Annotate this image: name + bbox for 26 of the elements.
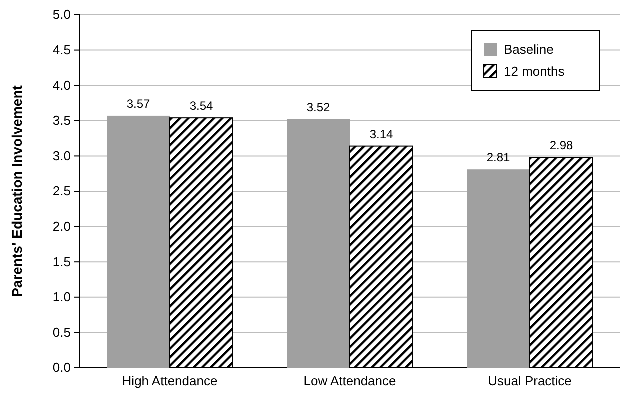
y-axis-title: Parents' Education Involvement <box>9 85 25 298</box>
y-tick-label: 4.5 <box>52 42 71 58</box>
data-label: 2.81 <box>486 150 510 165</box>
bar <box>287 119 350 368</box>
y-tick-label: 1.5 <box>52 254 71 270</box>
legend-label: Baseline <box>504 42 554 57</box>
y-tick-label: 4.0 <box>52 78 71 93</box>
data-label: 3.14 <box>370 127 394 142</box>
y-tick-label: 3.5 <box>52 113 71 128</box>
y-tick-label: 5.0 <box>52 7 71 22</box>
bar <box>107 116 170 368</box>
y-tick-label: 2.5 <box>52 184 71 199</box>
y-tick-label: 3.0 <box>52 148 71 164</box>
y-tick-label: 1.0 <box>52 290 71 305</box>
y-tick-label: 0.0 <box>52 360 71 376</box>
legend-label: 12 months <box>504 64 566 79</box>
data-label: 3.54 <box>190 99 214 114</box>
data-label: 3.52 <box>306 100 330 114</box>
data-label: 3.57 <box>126 96 150 111</box>
data-label: 2.98 <box>550 138 574 153</box>
x-tick-label: Usual Practice <box>488 373 572 388</box>
x-tick-label: High Attendance <box>122 373 218 388</box>
bar <box>467 170 530 368</box>
y-tick-label: 0.5 <box>52 324 71 340</box>
y-tick-label: 2.0 <box>52 218 71 234</box>
x-tick-label: Low Attendance <box>304 373 396 388</box>
